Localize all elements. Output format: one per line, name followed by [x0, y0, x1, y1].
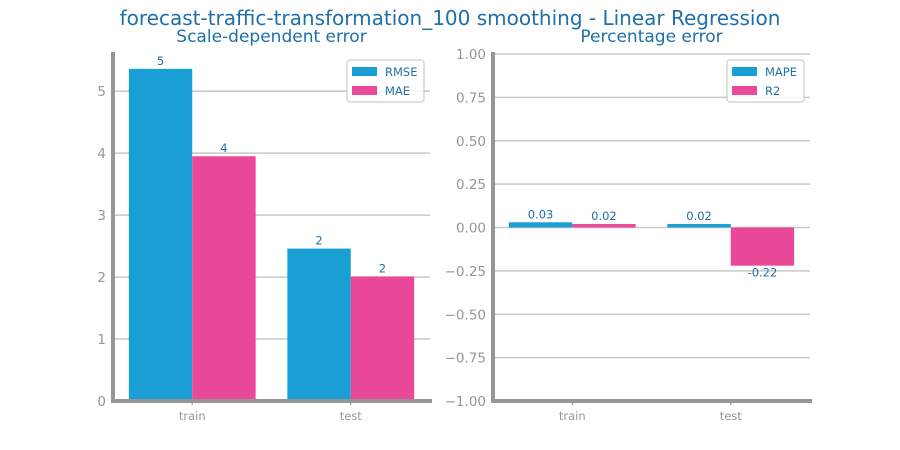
legend-swatch — [732, 67, 757, 76]
legend: MAPE R2 — [726, 59, 805, 103]
y-tick-label: −1.00 — [445, 394, 486, 410]
y-tick-label: 0.75 — [456, 90, 486, 106]
data-label: 0.03 — [528, 207, 554, 221]
y-tick-label: −0.25 — [445, 264, 486, 280]
y-tick-label: 1 — [97, 332, 106, 348]
y-tick-label: 5 — [97, 84, 106, 100]
legend-swatch — [352, 86, 377, 95]
bar-mape-test — [667, 224, 731, 228]
y-tick-label: 2 — [97, 270, 106, 286]
data-label: -0.22 — [748, 266, 778, 280]
y-tick-label: 4 — [97, 146, 106, 162]
data-label: 2 — [315, 234, 322, 248]
data-label: 0.02 — [686, 209, 712, 223]
y-tick-label: 0.00 — [456, 221, 486, 237]
bar-mae-test — [350, 276, 415, 401]
chart-2: Percentage error −1.00 −0.75 −0.50 −0.25 0.00… — [445, 27, 812, 423]
y-tick-label: 0.50 — [456, 134, 486, 150]
y-tick-label: 3 — [97, 208, 106, 224]
bar-rmse-train — [128, 68, 193, 401]
chart-title: Percentage error — [580, 27, 722, 47]
y-tick-label: 0 — [97, 394, 106, 410]
data-label: 5 — [157, 54, 164, 68]
legend-entry: RMSE — [385, 65, 417, 79]
bar-rmse-test — [287, 248, 351, 401]
data-label: 0.02 — [591, 209, 617, 223]
figure-title: forecast-traffic-transformation_100 smoo… — [119, 6, 781, 30]
bar-mape-train — [508, 222, 573, 228]
y-tick-label: −0.50 — [445, 307, 486, 323]
x-tick-label: train — [559, 409, 586, 423]
x-tick-label: test — [720, 409, 743, 423]
y-tick-label: 1.00 — [456, 47, 486, 63]
chart-title: Scale-dependent error — [176, 27, 366, 47]
chart-1: Scale-dependent error 0 1 2 3 4 5 5 2 4 2 train test… — [97, 27, 432, 423]
x-tick-label: train — [179, 409, 206, 423]
y-tick-label: 0.25 — [456, 177, 486, 193]
data-label: 2 — [379, 261, 386, 275]
data-label: 4 — [220, 141, 227, 155]
legend-entry: MAE — [385, 84, 410, 98]
y-tick-label: −0.75 — [445, 351, 486, 367]
legend: RMSE MAE — [346, 59, 425, 103]
legend-entry: MAPE — [765, 65, 797, 79]
bar-r2-test — [730, 227, 795, 266]
legend-entry: R2 — [765, 84, 780, 98]
bar-r2-train — [572, 224, 636, 228]
legend-swatch — [352, 67, 377, 76]
legend-swatch — [732, 86, 757, 95]
x-tick-label: test — [340, 409, 363, 423]
bar-mae-train — [192, 156, 256, 401]
